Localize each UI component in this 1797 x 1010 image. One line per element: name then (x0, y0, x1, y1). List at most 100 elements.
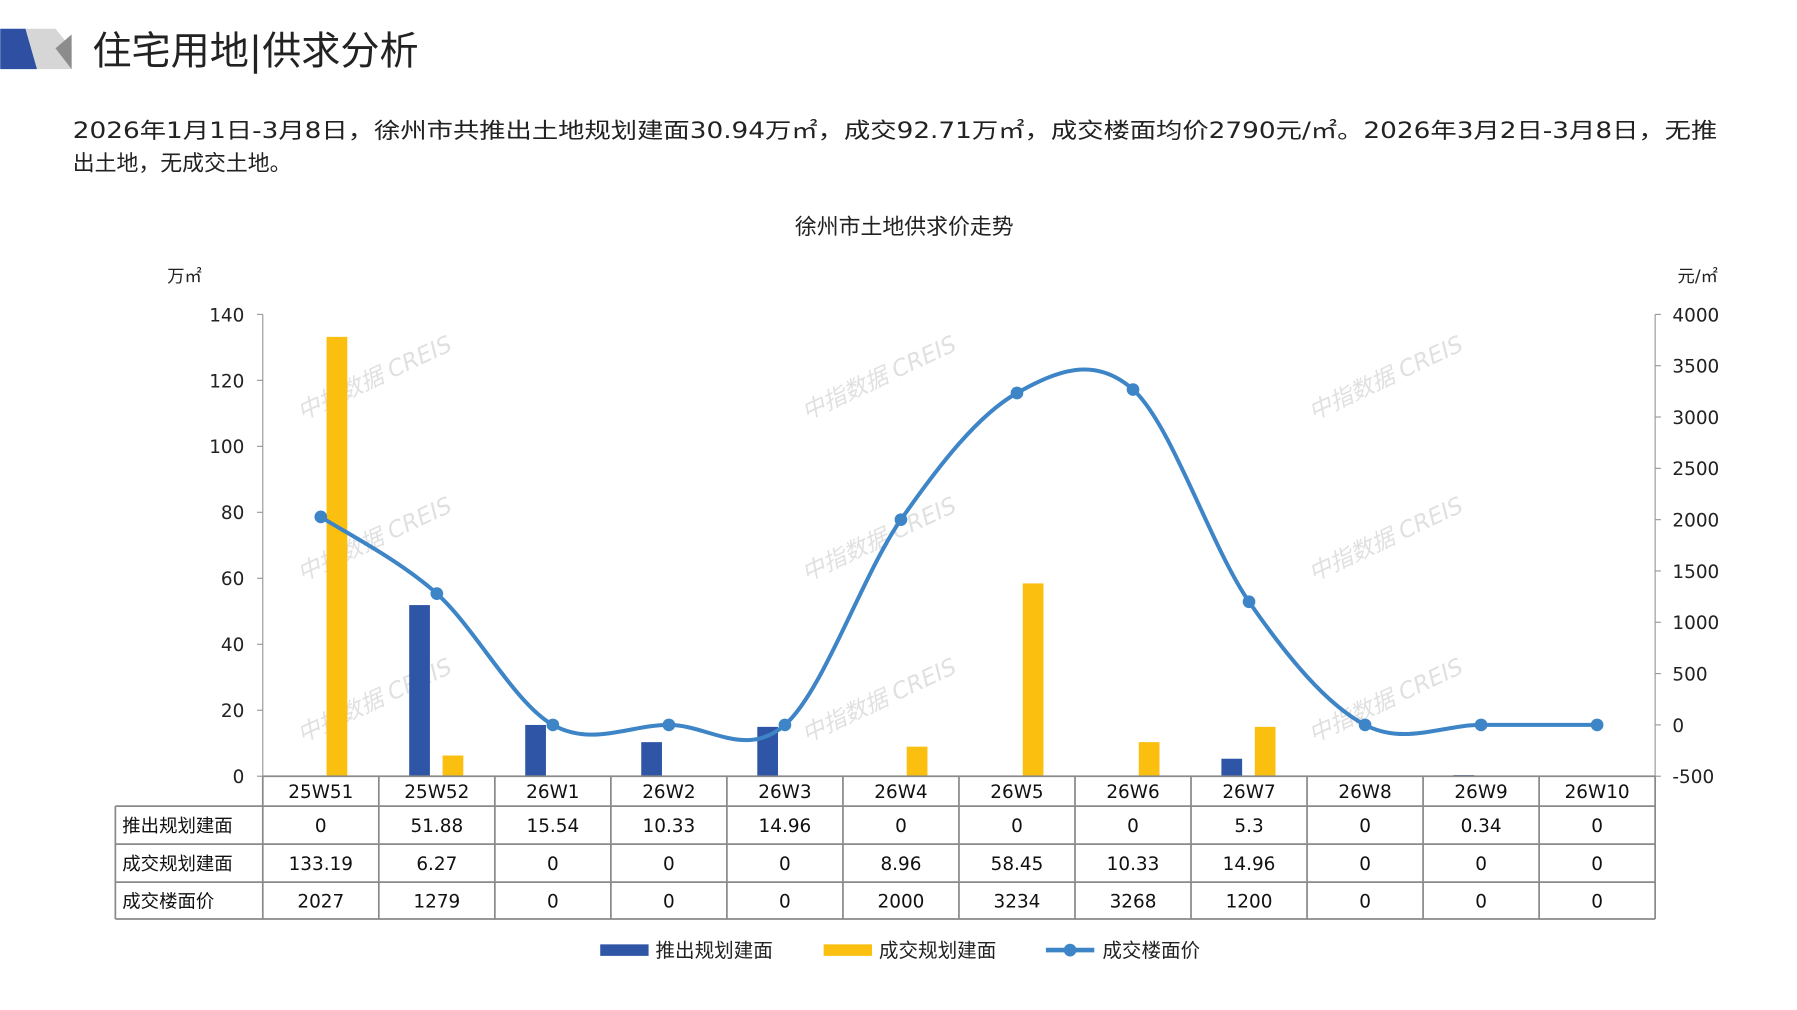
table-cell: 2027 (297, 892, 344, 913)
table-cell: 0 (1359, 854, 1371, 875)
table-cell: 0 (315, 816, 327, 837)
price-point (1358, 718, 1372, 732)
table-cell: 51.88 (410, 816, 463, 837)
price-point (1474, 718, 1488, 732)
table-cell: 0 (547, 892, 559, 913)
left-axis-unit: 万㎡ (167, 267, 202, 287)
table-cell: 0 (895, 816, 907, 837)
table-cell: 0 (1475, 892, 1487, 913)
table-cell: 0 (1127, 816, 1139, 837)
category-label: 26W4 (874, 782, 927, 803)
page-title: 住宅用地|供求分析 (92, 29, 418, 74)
bar-transaction (1022, 583, 1044, 777)
summary-line-2: 出土地，无成交土地。 (73, 151, 292, 176)
legend-swatch-transaction (823, 944, 873, 956)
bar-transaction (442, 755, 464, 777)
category-label: 26W6 (1106, 782, 1159, 803)
category-label: 26W7 (1222, 782, 1275, 803)
price-point (1242, 595, 1256, 609)
watermark: 中指数据 CREIS (798, 331, 961, 425)
table-cell: 10.33 (1107, 854, 1160, 875)
category-label: 25W52 (404, 782, 469, 803)
row-header: 成交规划建面 (122, 854, 232, 875)
logo (0, 28, 72, 70)
price-point (1126, 383, 1140, 396)
watermark: 中指数据 CREIS (293, 331, 456, 425)
bar-supply (409, 605, 430, 777)
table-cell: 15.54 (527, 816, 580, 837)
price-point (314, 510, 328, 524)
price-point (546, 718, 560, 732)
price-point (662, 718, 676, 732)
category-label: 26W10 (1565, 782, 1630, 803)
right-tick-label: 3000 (1672, 408, 1719, 429)
price-point (1010, 386, 1024, 400)
left-tick-label: 140 (209, 305, 244, 326)
table-cell: 10.33 (643, 816, 696, 837)
category-label: 26W1 (526, 782, 579, 803)
right-tick-label: 2000 (1672, 511, 1719, 532)
table-cell: 0.34 (1461, 816, 1502, 837)
legend-label-transaction: 成交规划建面 (879, 939, 996, 962)
watermark: 中指数据 CREIS (798, 493, 961, 587)
legend-label-supply: 推出规划建面 (656, 939, 773, 962)
table-cell: 0 (779, 892, 791, 913)
table-cell: 5.3 (1234, 816, 1263, 837)
watermark: 中指数据 CREIS (293, 654, 456, 748)
legend-swatch-supply (600, 944, 649, 956)
right-tick-label: -500 (1672, 767, 1714, 788)
left-tick-label: 100 (209, 437, 244, 458)
table-cell: 3234 (994, 892, 1041, 913)
table-cell: 2000 (878, 892, 925, 913)
table-cell: 58.45 (991, 854, 1044, 875)
table-cell: 0 (1591, 854, 1603, 875)
table-cell: 14.96 (1223, 854, 1276, 875)
price-point (778, 718, 792, 732)
row-header: 推出规划建面 (122, 816, 232, 837)
category-label: 25W51 (288, 782, 353, 803)
table-cell: 0 (1359, 892, 1371, 913)
legend-label-price: 成交楼面价 (1102, 939, 1200, 962)
right-tick-label: 500 (1672, 664, 1707, 685)
table-cell: 0 (1475, 854, 1487, 875)
table-cell: 14.96 (759, 816, 812, 837)
table-cell: 0 (1359, 816, 1371, 837)
chart-title: 徐州市土地供求价走势 (795, 215, 1014, 240)
right-tick-label: 1500 (1672, 562, 1719, 583)
table-cell: 0 (663, 854, 675, 875)
summary-line-1: 2026年1月1日-3月8日，徐州市共推出土地规划建面30.94万㎡，成交92.… (73, 118, 1718, 144)
right-tick-label: 4000 (1672, 305, 1719, 326)
table-cell: 1279 (413, 892, 460, 913)
left-tick-label: 80 (221, 503, 244, 524)
left-tick-label: 0 (233, 767, 245, 788)
left-tick-label: 20 (221, 701, 244, 722)
category-label: 26W9 (1454, 782, 1507, 803)
table-cell: 133.19 (289, 854, 353, 875)
table-cell: 6.27 (416, 854, 457, 875)
table-cell: 8.96 (880, 854, 921, 875)
bar-transaction (906, 746, 928, 777)
legend-swatch-price-dot (1063, 943, 1077, 957)
table-cell: 3268 (1110, 892, 1157, 913)
table-cell: 0 (663, 892, 675, 913)
table-cell: 0 (779, 854, 791, 875)
right-tick-label: 2500 (1672, 459, 1719, 480)
table-cell: 0 (1591, 816, 1603, 837)
left-tick-label: 120 (209, 371, 244, 392)
right-tick-label: 3500 (1672, 357, 1719, 378)
bar-transaction (1254, 726, 1276, 777)
right-axis-unit: 元/㎡ (1678, 267, 1718, 287)
row-header: 成交楼面价 (122, 892, 214, 913)
left-tick-label: 60 (221, 569, 244, 590)
category-label: 26W5 (990, 782, 1043, 803)
watermark: 中指数据 CREIS (1305, 331, 1468, 425)
price-point (1590, 718, 1604, 732)
watermark: 中指数据 CREIS (1305, 493, 1468, 587)
bar-transaction (326, 336, 348, 777)
watermark: 中指数据 CREIS (293, 493, 456, 587)
left-tick-label: 40 (221, 635, 244, 656)
table-cell: 0 (1011, 816, 1023, 837)
right-tick-label: 1000 (1672, 613, 1719, 634)
bar-transaction (1138, 742, 1160, 777)
bar-supply (1221, 758, 1243, 777)
